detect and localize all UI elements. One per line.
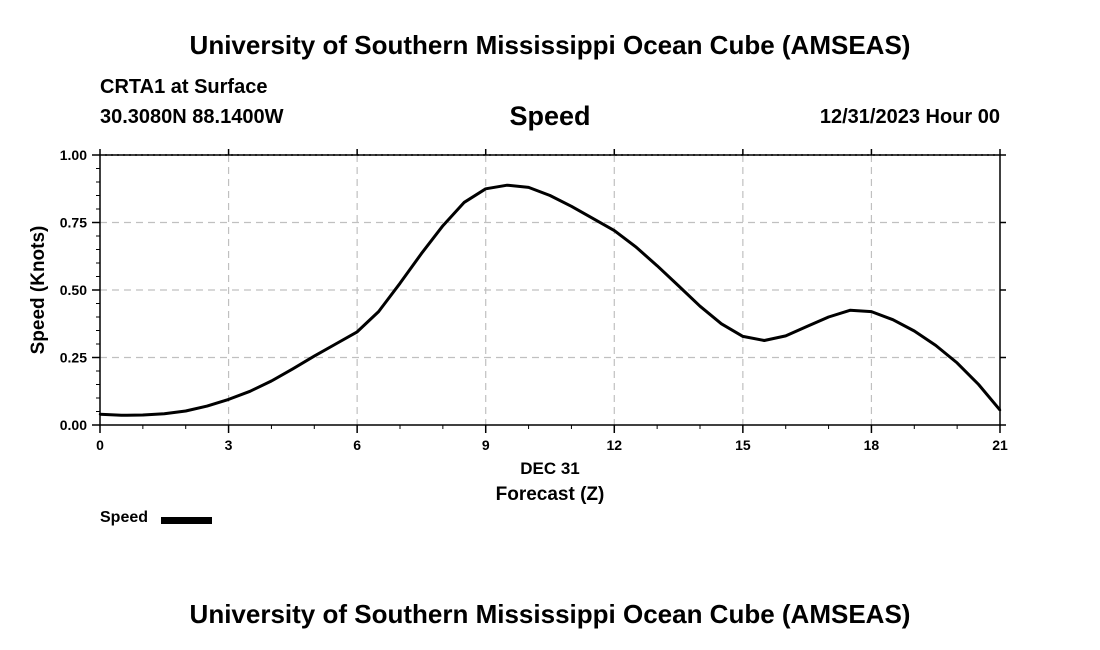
- footer-title: University of Southern Mississippi Ocean…: [189, 599, 911, 629]
- speed-data-point: [548, 194, 552, 197]
- speed-data-point: [977, 383, 980, 386]
- y-tick-label: 0.75: [60, 215, 87, 231]
- speed-data-point: [998, 408, 1002, 412]
- speed-data-point: [484, 187, 487, 190]
- speed-data-point: [955, 361, 959, 365]
- speed-data-point: [720, 322, 723, 325]
- x-tick-label: 18: [864, 437, 880, 453]
- speed-data-point: [313, 354, 316, 358]
- speed-data-point: [677, 284, 680, 288]
- x-tick-label: 15: [735, 437, 751, 453]
- speed-data-point: [913, 329, 916, 333]
- speed-data-point: [527, 186, 530, 189]
- speed-data-point: [227, 398, 230, 401]
- axis-ticks: [92, 149, 1006, 433]
- forecast-datetime: 12/31/2023 Hour 00: [819, 106, 1000, 128]
- speed-data-point: [441, 224, 445, 227]
- station-coordinates: 30.3080N 88.1400W: [100, 106, 284, 128]
- speed-data-point: [591, 217, 595, 220]
- y-tick-label: 1.00: [60, 147, 87, 163]
- x-tick-label: 12: [606, 437, 622, 453]
- speed-data-point: [505, 184, 509, 187]
- speed-data-points: [98, 184, 1002, 417]
- speed-data-point: [934, 344, 937, 347]
- x-tick-label: 6: [353, 437, 361, 453]
- speed-data-point: [163, 412, 166, 415]
- station-label: CRTA1 at Surface: [100, 76, 268, 98]
- speed-data-point: [355, 330, 359, 334]
- speed-data-point: [613, 229, 616, 232]
- speed-series-line: [99, 183, 1002, 417]
- x-tick-label: 21: [992, 437, 1008, 453]
- speed-data-point: [570, 205, 573, 208]
- y-tick-label: 0.00: [60, 417, 87, 433]
- y-axis-label: Speed (Knots): [28, 226, 49, 355]
- grid-lines: [100, 155, 1000, 425]
- speed-data-point: [870, 310, 873, 313]
- speed-data-point: [398, 282, 402, 285]
- speed-data-point: [784, 334, 787, 338]
- speed-data-point: [827, 315, 830, 319]
- speed-data-point: [184, 409, 187, 413]
- speed-data-point: [805, 325, 809, 328]
- x-axis-date-label: DEC 31: [520, 459, 580, 478]
- x-axis-label: Forecast (Z): [496, 484, 605, 505]
- speed-data-point: [655, 264, 659, 267]
- speed-data-point: [763, 339, 766, 342]
- speed-data-point: [334, 342, 337, 346]
- speed-data-point: [698, 305, 702, 308]
- tick-labels: 0 3 6 9 12 15 18 21 0.00 0.25 0.50 0.75 1.00: [60, 147, 1008, 453]
- variable-title: Speed: [509, 101, 591, 131]
- x-tick-label: 0: [96, 437, 104, 453]
- speed-data-point: [291, 367, 295, 370]
- legend-label: Speed: [100, 509, 149, 526]
- legend-line-swatch: [161, 517, 212, 524]
- speed-data-point: [377, 310, 380, 313]
- chart-title: University of Southern Mississippi Ocean…: [189, 30, 911, 60]
- speed-data-point: [848, 309, 852, 312]
- speed-data-point: [891, 318, 895, 321]
- speed-data-point: [270, 379, 273, 383]
- speed-data-point: [420, 252, 423, 255]
- y-tick-label: 0.25: [60, 350, 87, 366]
- speed-data-point: [205, 404, 209, 408]
- x-tick-label: 3: [225, 437, 233, 453]
- speed-data-point: [141, 413, 145, 417]
- x-tick-label: 9: [482, 437, 490, 453]
- speed-data-point: [463, 201, 466, 204]
- speed-data-point: [741, 335, 745, 338]
- speed-data-point: [120, 414, 123, 417]
- speed-data-point: [248, 390, 252, 393]
- y-tick-label: 0.50: [60, 282, 87, 298]
- speed-data-point: [634, 245, 637, 248]
- speed-data-point: [98, 413, 102, 416]
